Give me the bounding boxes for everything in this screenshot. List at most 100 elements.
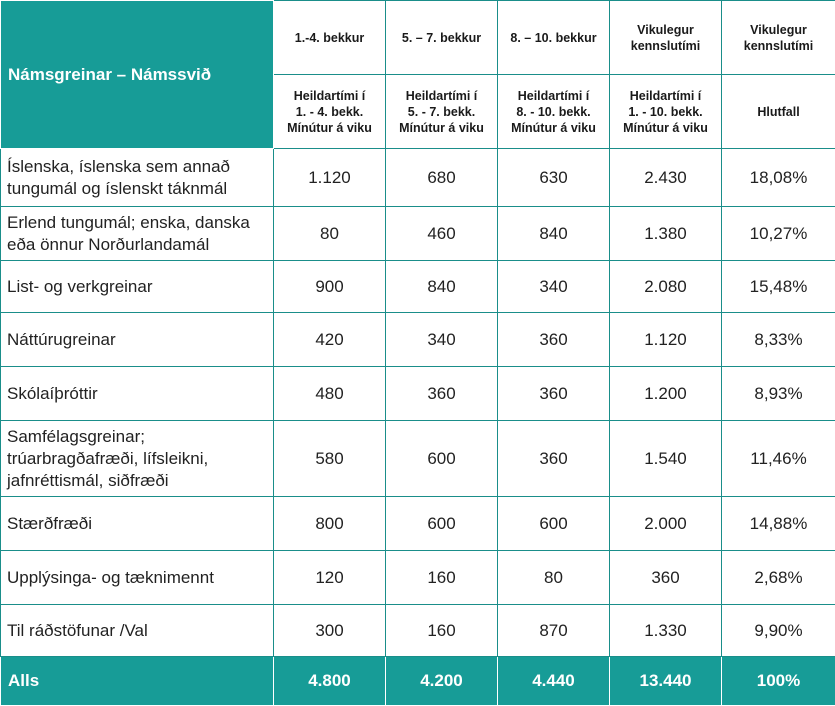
- subject-label-line: List- og verkgreinar: [7, 276, 273, 298]
- value-cell: 600: [498, 497, 610, 551]
- subheader-line: Mínútur á viku: [614, 120, 717, 136]
- subject-label: Upplýsinga- og tæknimennt: [1, 551, 274, 605]
- table-row: Samfélagsgreinar;trúarbragðafræði, lífsl…: [1, 421, 835, 497]
- subject-label-line: eða önnur Norðurlandamál: [7, 234, 273, 256]
- value-cell: 2.430: [610, 149, 722, 207]
- value-cell: 600: [386, 421, 498, 497]
- subject-label-line: Upplýsinga- og tæknimennt: [7, 567, 273, 589]
- subheader-line: Heildartími í: [390, 88, 493, 104]
- subject-label-line: Skólaíþróttir: [7, 383, 273, 405]
- value-cell: 80: [498, 551, 610, 605]
- total-cell: 4.200: [386, 657, 498, 706]
- value-cell: 120: [274, 551, 386, 605]
- value-cell: 840: [498, 207, 610, 261]
- subheader-line: 8. - 10. bekk.: [502, 104, 605, 120]
- value-cell: 9,90%: [722, 605, 835, 657]
- value-cell: 360: [498, 421, 610, 497]
- weekly-share-line: Vikulegur kennslutími: [734, 22, 824, 54]
- subheader-cell: Hlutfall: [722, 75, 835, 149]
- value-cell: 8,33%: [722, 313, 835, 367]
- subheader-line: Heildartími í: [278, 88, 381, 104]
- value-cell: 1.120: [610, 313, 722, 367]
- value-cell: 2.000: [610, 497, 722, 551]
- subheader-line: Heildartími í: [614, 88, 717, 104]
- group-header-1-4: 1.-4. bekkur: [274, 1, 386, 75]
- value-cell: 1.540: [610, 421, 722, 497]
- group-header-8-10: 8. – 10. bekkur: [498, 1, 610, 75]
- total-cell: 100%: [722, 657, 835, 706]
- value-cell: 360: [610, 551, 722, 605]
- value-cell: 480: [274, 367, 386, 421]
- value-cell: 870: [498, 605, 610, 657]
- value-cell: 1.200: [610, 367, 722, 421]
- value-cell: 630: [498, 149, 610, 207]
- subject-label-line: jafnréttismál, siðfræði: [7, 470, 273, 492]
- subject-label-line: Stærðfræði: [7, 513, 273, 535]
- subheader-line: 1. - 10. bekk.: [614, 104, 717, 120]
- subheader-line: Mínútur á viku: [390, 120, 493, 136]
- value-cell: 340: [386, 313, 498, 367]
- group-header-weekly: Vikulegur kennslutími: [610, 1, 722, 75]
- value-cell: 360: [386, 367, 498, 421]
- value-cell: 160: [386, 551, 498, 605]
- subject-label-line: Erlend tungumál; enska, danska: [7, 212, 273, 234]
- subheader-line: 1. - 4. bekk.: [278, 104, 381, 120]
- group-header-weekly-share: Vikulegur kennslutími: [722, 1, 835, 75]
- value-cell: 8,93%: [722, 367, 835, 421]
- subject-label-line: Samfélagsgreinar;: [7, 426, 273, 448]
- subheader-line: Heildartími í: [502, 88, 605, 104]
- total-cell: 4.800: [274, 657, 386, 706]
- value-cell: 15,48%: [722, 261, 835, 313]
- subheader-line: Hlutfall: [726, 104, 831, 120]
- value-cell: 18,08%: [722, 149, 835, 207]
- subheader-line: Mínútur á viku: [502, 120, 605, 136]
- subject-label: Til ráðstöfunar /Val: [1, 605, 274, 657]
- value-cell: 680: [386, 149, 498, 207]
- subject-label-line: tungumál og íslenskt táknmál: [7, 178, 273, 200]
- value-cell: 1.380: [610, 207, 722, 261]
- subject-label: Náttúrugreinar: [1, 313, 274, 367]
- value-cell: 10,27%: [722, 207, 835, 261]
- value-cell: 340: [498, 261, 610, 313]
- total-cell: 4.440: [498, 657, 610, 706]
- value-cell: 2,68%: [722, 551, 835, 605]
- value-cell: 11,46%: [722, 421, 835, 497]
- group-header-5-7: 5. – 7. bekkur: [386, 1, 498, 75]
- subject-label-line: Náttúrugreinar: [7, 329, 273, 351]
- subject-label-line: Til ráðstöfunar /Val: [7, 620, 273, 642]
- subject-label: Skólaíþróttir: [1, 367, 274, 421]
- subject-label: Samfélagsgreinar;trúarbragðafræði, lífsl…: [1, 421, 274, 497]
- value-cell: 14,88%: [722, 497, 835, 551]
- value-cell: 800: [274, 497, 386, 551]
- value-cell: 2.080: [610, 261, 722, 313]
- weekly-line: Vikulegur kennslutími: [621, 22, 711, 54]
- subject-label-line: Íslenska, íslenska sem annað: [7, 156, 273, 178]
- value-cell: 1.330: [610, 605, 722, 657]
- total-cell: 13.440: [610, 657, 722, 706]
- total-label: Alls: [1, 657, 274, 706]
- subheader-line: 5. - 7. bekk.: [390, 104, 493, 120]
- subject-column-header: Námsgreinar – Námssvið: [1, 1, 274, 149]
- value-cell: 600: [386, 497, 498, 551]
- value-cell: 840: [386, 261, 498, 313]
- subject-label-line: trúarbragðafræði, lífsleikni,: [7, 448, 273, 470]
- value-cell: 1.120: [274, 149, 386, 207]
- subheader-line: Mínútur á viku: [278, 120, 381, 136]
- value-cell: 460: [386, 207, 498, 261]
- value-cell: 580: [274, 421, 386, 497]
- value-cell: 160: [386, 605, 498, 657]
- value-cell: 420: [274, 313, 386, 367]
